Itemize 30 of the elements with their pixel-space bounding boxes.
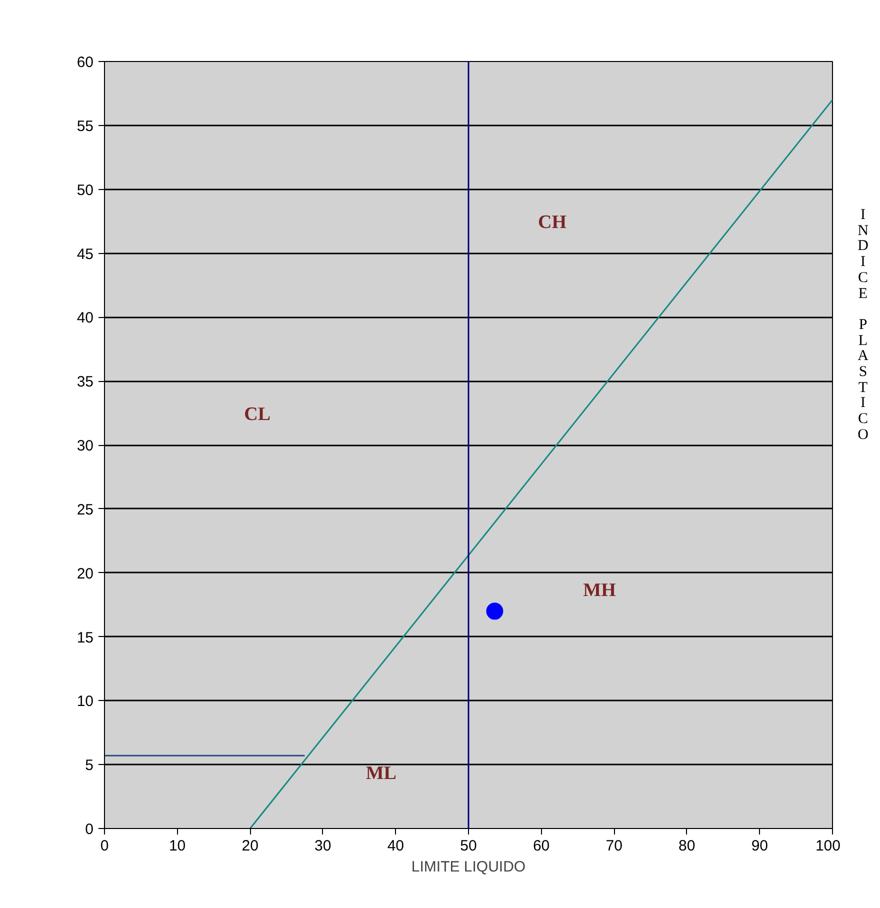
y-tick-label: 30 (76, 438, 94, 454)
x-tick-label: 10 (168, 838, 186, 854)
x-tick-label: 60 (532, 838, 550, 854)
annotation: CH (538, 212, 567, 234)
annotation: ML (366, 762, 396, 784)
x-tick-label: 30 (314, 838, 332, 854)
y-tick-label: 25 (76, 501, 94, 518)
y-tick-label: 5 (85, 757, 94, 774)
y-tick-label: 40 (76, 310, 94, 327)
y-tick-label: 0 (85, 821, 94, 838)
y-tick-label: 45 (76, 246, 94, 263)
y-tick-label: 20 (76, 565, 94, 582)
annotation: MH (583, 580, 616, 602)
x-axis-title: LIMITE LIQUIDO (411, 858, 526, 876)
y-tick-label: 50 (76, 182, 94, 199)
x-tick-label: 0 (100, 838, 109, 854)
y-tick-label: 60 (76, 54, 94, 71)
y-tick-label: 35 (76, 374, 94, 391)
y-tick-label: 55 (76, 118, 94, 135)
x-tick-label: 50 (460, 838, 477, 854)
x-tick-label: 100 (815, 838, 841, 854)
x-tick-label: 70 (606, 838, 622, 854)
y-tick-label: 10 (76, 693, 94, 710)
text: INDICE PLASTICO (858, 207, 868, 443)
annotation: CL (244, 404, 271, 425)
x-tick-label: 80 (678, 838, 696, 854)
y-tick-label: 15 (76, 629, 94, 646)
x-tick-label: 20 (242, 838, 258, 854)
x-tick-label: 40 (387, 838, 404, 854)
x-tick-label: 90 (751, 838, 768, 854)
